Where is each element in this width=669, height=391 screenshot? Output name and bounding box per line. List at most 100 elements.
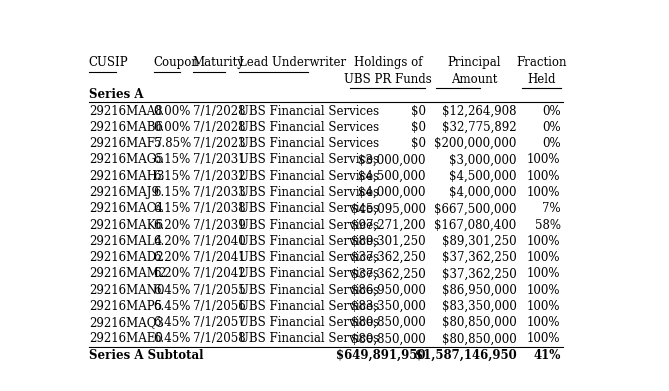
Text: 7/1/2028: 7/1/2028 bbox=[193, 105, 245, 118]
Text: 7/1/2042: 7/1/2042 bbox=[193, 267, 245, 280]
Text: $4,000,000: $4,000,000 bbox=[449, 186, 516, 199]
Text: 58%: 58% bbox=[535, 219, 561, 231]
Text: 100%: 100% bbox=[527, 300, 561, 313]
Text: UBS Financial Services: UBS Financial Services bbox=[240, 219, 379, 231]
Text: UBS Financial Services: UBS Financial Services bbox=[240, 137, 379, 150]
Text: 29216MAP5: 29216MAP5 bbox=[89, 300, 162, 313]
Text: 7/1/2056: 7/1/2056 bbox=[193, 300, 246, 313]
Text: $97,271,200: $97,271,200 bbox=[351, 219, 426, 231]
Text: 29216MAQ3: 29216MAQ3 bbox=[89, 316, 164, 329]
Text: 6.20%: 6.20% bbox=[154, 219, 191, 231]
Text: UBS Financial Services: UBS Financial Services bbox=[240, 251, 379, 264]
Text: 6.15%: 6.15% bbox=[154, 170, 191, 183]
Text: UBS Financial Services: UBS Financial Services bbox=[240, 283, 379, 296]
Text: $4,000,000: $4,000,000 bbox=[359, 186, 426, 199]
Text: $89,301,250: $89,301,250 bbox=[351, 235, 426, 248]
Text: 29216MAE0: 29216MAE0 bbox=[89, 332, 163, 345]
Text: 7/1/2032: 7/1/2032 bbox=[193, 170, 245, 183]
Text: UBS Financial Services: UBS Financial Services bbox=[240, 105, 379, 118]
Text: $4,500,000: $4,500,000 bbox=[449, 170, 516, 183]
Text: 0.00%: 0.00% bbox=[154, 121, 191, 134]
Text: 100%: 100% bbox=[527, 283, 561, 296]
Text: 100%: 100% bbox=[527, 316, 561, 329]
Text: 7/1/2039: 7/1/2039 bbox=[193, 219, 246, 231]
Text: UBS Financial Services: UBS Financial Services bbox=[240, 267, 379, 280]
Text: $45,095,000: $45,095,000 bbox=[351, 202, 426, 215]
Text: 29216MAH3: 29216MAH3 bbox=[89, 170, 165, 183]
Text: Coupon: Coupon bbox=[154, 56, 199, 69]
Text: $0: $0 bbox=[411, 121, 426, 134]
Text: 7/1/2038: 7/1/2038 bbox=[193, 202, 245, 215]
Text: $86,950,000: $86,950,000 bbox=[351, 283, 426, 296]
Text: 100%: 100% bbox=[527, 251, 561, 264]
Text: $12,264,908: $12,264,908 bbox=[442, 105, 516, 118]
Text: $80,850,000: $80,850,000 bbox=[442, 332, 516, 345]
Text: 6.15%: 6.15% bbox=[154, 186, 191, 199]
Text: 6.15%: 6.15% bbox=[154, 202, 191, 215]
Text: $37,362,250: $37,362,250 bbox=[442, 251, 516, 264]
Text: Principal: Principal bbox=[447, 56, 500, 69]
Text: $3,000,000: $3,000,000 bbox=[449, 154, 516, 167]
Text: $80,850,000: $80,850,000 bbox=[351, 316, 426, 329]
Text: Lead Underwriter: Lead Underwriter bbox=[240, 56, 347, 69]
Text: 29216MAG5: 29216MAG5 bbox=[89, 154, 163, 167]
Text: 100%: 100% bbox=[527, 154, 561, 167]
Text: 0%: 0% bbox=[542, 121, 561, 134]
Text: 100%: 100% bbox=[527, 332, 561, 345]
Text: $37,362,250: $37,362,250 bbox=[351, 251, 426, 264]
Text: 6.45%: 6.45% bbox=[154, 283, 191, 296]
Text: 29216MAK6: 29216MAK6 bbox=[89, 219, 163, 231]
Text: Series A: Series A bbox=[89, 88, 143, 102]
Text: 7/1/2028: 7/1/2028 bbox=[193, 121, 245, 134]
Text: 29216MAL4: 29216MAL4 bbox=[89, 235, 162, 248]
Text: 29216MAJ9: 29216MAJ9 bbox=[89, 186, 159, 199]
Text: $667,500,000: $667,500,000 bbox=[434, 202, 516, 215]
Text: 5.85%: 5.85% bbox=[154, 137, 191, 150]
Text: UBS Financial Services: UBS Financial Services bbox=[240, 202, 379, 215]
Text: $86,950,000: $86,950,000 bbox=[442, 283, 516, 296]
Text: 7/1/2033: 7/1/2033 bbox=[193, 186, 246, 199]
Text: 29216MAC4: 29216MAC4 bbox=[89, 202, 163, 215]
Text: $80,850,000: $80,850,000 bbox=[351, 332, 426, 345]
Text: $167,080,400: $167,080,400 bbox=[434, 219, 516, 231]
Text: 7/1/2031: 7/1/2031 bbox=[193, 154, 245, 167]
Text: UBS Financial Services: UBS Financial Services bbox=[240, 186, 379, 199]
Text: 100%: 100% bbox=[527, 267, 561, 280]
Text: 29216MAF7: 29216MAF7 bbox=[89, 137, 163, 150]
Text: $200,000,000: $200,000,000 bbox=[434, 137, 516, 150]
Text: Held: Held bbox=[527, 72, 555, 86]
Text: UBS Financial Services: UBS Financial Services bbox=[240, 121, 379, 134]
Text: $4,500,000: $4,500,000 bbox=[359, 170, 426, 183]
Text: 100%: 100% bbox=[527, 170, 561, 183]
Text: $83,350,000: $83,350,000 bbox=[442, 300, 516, 313]
Text: UBS Financial Services: UBS Financial Services bbox=[240, 316, 379, 329]
Text: $1,587,146,950: $1,587,146,950 bbox=[415, 349, 516, 362]
Text: $37,362,250: $37,362,250 bbox=[442, 267, 516, 280]
Text: 7/1/2057: 7/1/2057 bbox=[193, 316, 246, 329]
Text: 6.20%: 6.20% bbox=[154, 235, 191, 248]
Text: Fraction: Fraction bbox=[516, 56, 567, 69]
Text: UBS Financial Services: UBS Financial Services bbox=[240, 154, 379, 167]
Text: $0: $0 bbox=[411, 105, 426, 118]
Text: UBS Financial Services: UBS Financial Services bbox=[240, 170, 379, 183]
Text: 6.15%: 6.15% bbox=[154, 154, 191, 167]
Text: 7/1/2055: 7/1/2055 bbox=[193, 283, 246, 296]
Text: $3,000,000: $3,000,000 bbox=[359, 154, 426, 167]
Text: $89,301,250: $89,301,250 bbox=[442, 235, 516, 248]
Text: CUSIP: CUSIP bbox=[89, 56, 128, 69]
Text: 29216MAB6: 29216MAB6 bbox=[89, 121, 163, 134]
Text: 0%: 0% bbox=[542, 137, 561, 150]
Text: 7/1/2058: 7/1/2058 bbox=[193, 332, 245, 345]
Text: 7/1/2023: 7/1/2023 bbox=[193, 137, 245, 150]
Text: 7/1/2041: 7/1/2041 bbox=[193, 251, 245, 264]
Text: $37,362,250: $37,362,250 bbox=[351, 267, 426, 280]
Text: 6.20%: 6.20% bbox=[154, 267, 191, 280]
Text: UBS Financial Services: UBS Financial Services bbox=[240, 300, 379, 313]
Text: $0: $0 bbox=[411, 137, 426, 150]
Text: $83,350,000: $83,350,000 bbox=[351, 300, 426, 313]
Text: 100%: 100% bbox=[527, 235, 561, 248]
Text: UBS PR Funds: UBS PR Funds bbox=[345, 72, 432, 86]
Text: 29216MAM2: 29216MAM2 bbox=[89, 267, 166, 280]
Text: UBS Financial Services: UBS Financial Services bbox=[240, 332, 379, 345]
Text: 6.45%: 6.45% bbox=[154, 300, 191, 313]
